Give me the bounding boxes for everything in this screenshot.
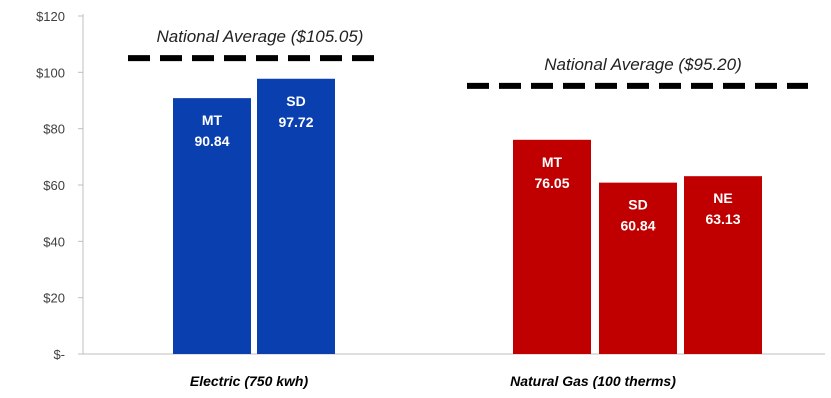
bar-value-label: 97.72 [278, 114, 313, 130]
y-tick-label: $80 [43, 122, 65, 137]
bar-electric-mt [173, 98, 251, 354]
bar-value-label: 90.84 [194, 133, 229, 149]
bar-electric-sd [257, 78, 335, 354]
y-tick-label: $100 [36, 65, 65, 80]
bars-layer: MT 90.84 SD 97.72 MT 76.05 SD 60.84 NE 63.13 [173, 78, 762, 354]
bar-natural-ne [684, 176, 762, 354]
bar-natural-mt [513, 139, 591, 354]
national-average-label: National Average ($95.20) [544, 55, 742, 74]
y-tick-label: $20 [43, 291, 65, 306]
category-label: Natural Gas (100 therms) [510, 373, 676, 389]
bar-state-label: NE [713, 190, 732, 206]
category-label-layer: Electric (750 kwh) Natural Gas (100 therm… [190, 373, 676, 389]
national-average-label: National Average ($105.05) [157, 27, 364, 46]
bar-value-label: 76.05 [534, 175, 569, 191]
y-tick-label: $- [53, 347, 65, 362]
category-label: Electric (750 kwh) [190, 373, 309, 389]
bar-state-label: MT [542, 154, 563, 170]
y-tick-label: $60 [43, 178, 65, 193]
bar-value-label: 60.84 [620, 218, 655, 234]
y-tick-label: $40 [43, 234, 65, 249]
national-average-layer: National Average ($105.05) National Avera… [128, 27, 808, 89]
bar-value-label: 63.13 [705, 211, 740, 227]
bar-state-label: SD [286, 93, 305, 109]
bar-natural-sd [599, 182, 677, 354]
y-tick-label: $120 [36, 9, 65, 24]
bar-state-label: SD [628, 197, 647, 213]
bar-state-label: MT [202, 112, 223, 128]
